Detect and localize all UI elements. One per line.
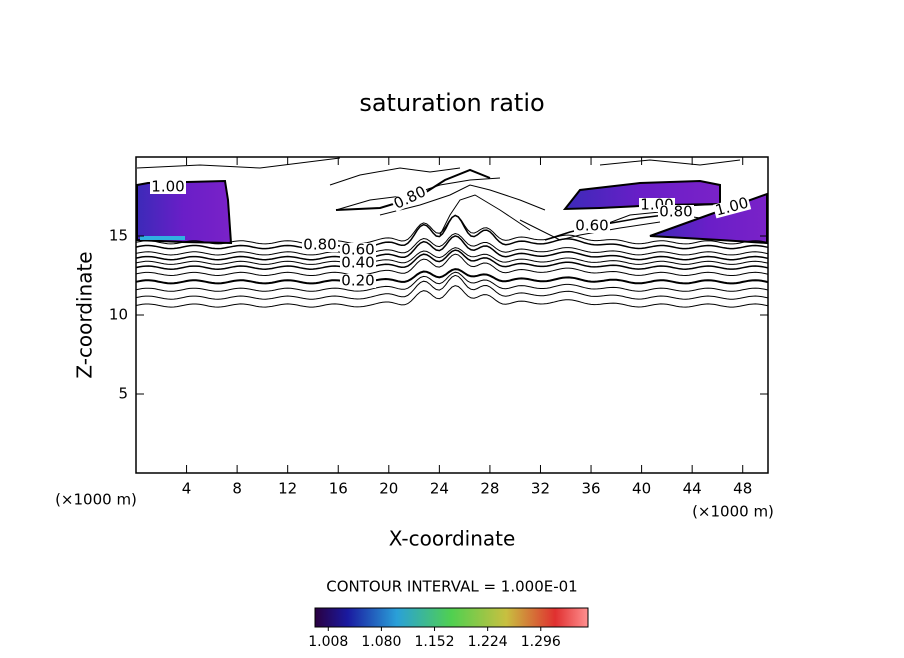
- contour-line: [135, 268, 769, 285]
- minor-contour: [135, 285, 769, 308]
- contour-label: 0.40: [341, 254, 374, 272]
- x-axis-label: X-coordinate: [389, 527, 516, 551]
- x-tick-label: 40: [632, 480, 651, 498]
- minor-contour: [136, 157, 341, 169]
- contour-label: 0.20: [341, 272, 374, 290]
- colorbar-tick-label: 1.152: [414, 634, 454, 650]
- contour-label: 0.80: [391, 182, 429, 212]
- contour-line: [335, 168, 491, 211]
- x-tick-label: 8: [232, 480, 242, 498]
- x-tick-label: 4: [182, 480, 192, 498]
- colorbar-tick-label: 1.008: [308, 634, 348, 650]
- minor-contour: [519, 219, 661, 241]
- x-tick-label: 24: [430, 480, 449, 498]
- contour-label: 0.60: [575, 217, 608, 235]
- minor-contour: [135, 232, 769, 256]
- label-background: [302, 238, 338, 252]
- y-tick-label: 5: [118, 385, 128, 403]
- minor-contour: [379, 184, 546, 216]
- contour-line: [135, 214, 769, 250]
- x-tick-label: 48: [733, 480, 752, 498]
- colorbar-tick-label: 1.296: [521, 634, 561, 650]
- label-background: [390, 184, 430, 212]
- x-tick-label: 28: [480, 480, 499, 498]
- minor-contour: [329, 167, 461, 186]
- y-axis-label: Z-coordinate: [73, 251, 97, 378]
- x-tick-label: 20: [379, 480, 398, 498]
- colorbar-tick-label: 1.080: [361, 634, 401, 650]
- colorbar-tick-label: 1.224: [468, 634, 508, 650]
- label-background: [150, 180, 186, 194]
- label-background: [340, 274, 376, 288]
- minor-contour: [135, 271, 769, 292]
- x-tick-label: 32: [531, 480, 550, 498]
- contour-line: [135, 249, 769, 270]
- label-background: [658, 205, 694, 219]
- minor-contour: [439, 194, 531, 236]
- y-tick-label: 10: [109, 306, 128, 324]
- label-background: [712, 195, 752, 219]
- label-background: [340, 243, 376, 257]
- x-unit-label: (×1000 m): [55, 491, 137, 509]
- label-background: [340, 256, 376, 270]
- supersaturated-region: [562, 179, 721, 211]
- minor-contour: [135, 247, 769, 265]
- contour-label: 0.80: [659, 203, 692, 221]
- colorbar: [314, 607, 589, 628]
- y-tick-label: 15: [109, 227, 128, 245]
- contour-label: 1.00: [151, 178, 184, 196]
- contour-line: [135, 235, 769, 261]
- x-tick-label: 44: [683, 480, 702, 498]
- x-tick-label: 16: [329, 480, 348, 498]
- contour-interval: CONTOUR INTERVAL = 1.000E-01: [326, 578, 577, 596]
- minor-contour: [135, 253, 769, 277]
- highlight: [140, 236, 185, 240]
- minor-contour: [599, 159, 741, 166]
- x-tick-label: 36: [581, 480, 600, 498]
- chart-title: saturation ratio: [359, 89, 544, 117]
- label-background: [574, 219, 610, 233]
- x-tick-label: 12: [278, 480, 297, 498]
- x-unit-label: (×1000 m): [692, 503, 774, 521]
- minor-contour: [135, 274, 769, 300]
- contour-label: 0.60: [341, 241, 374, 259]
- contour-label: 0.80: [303, 236, 336, 254]
